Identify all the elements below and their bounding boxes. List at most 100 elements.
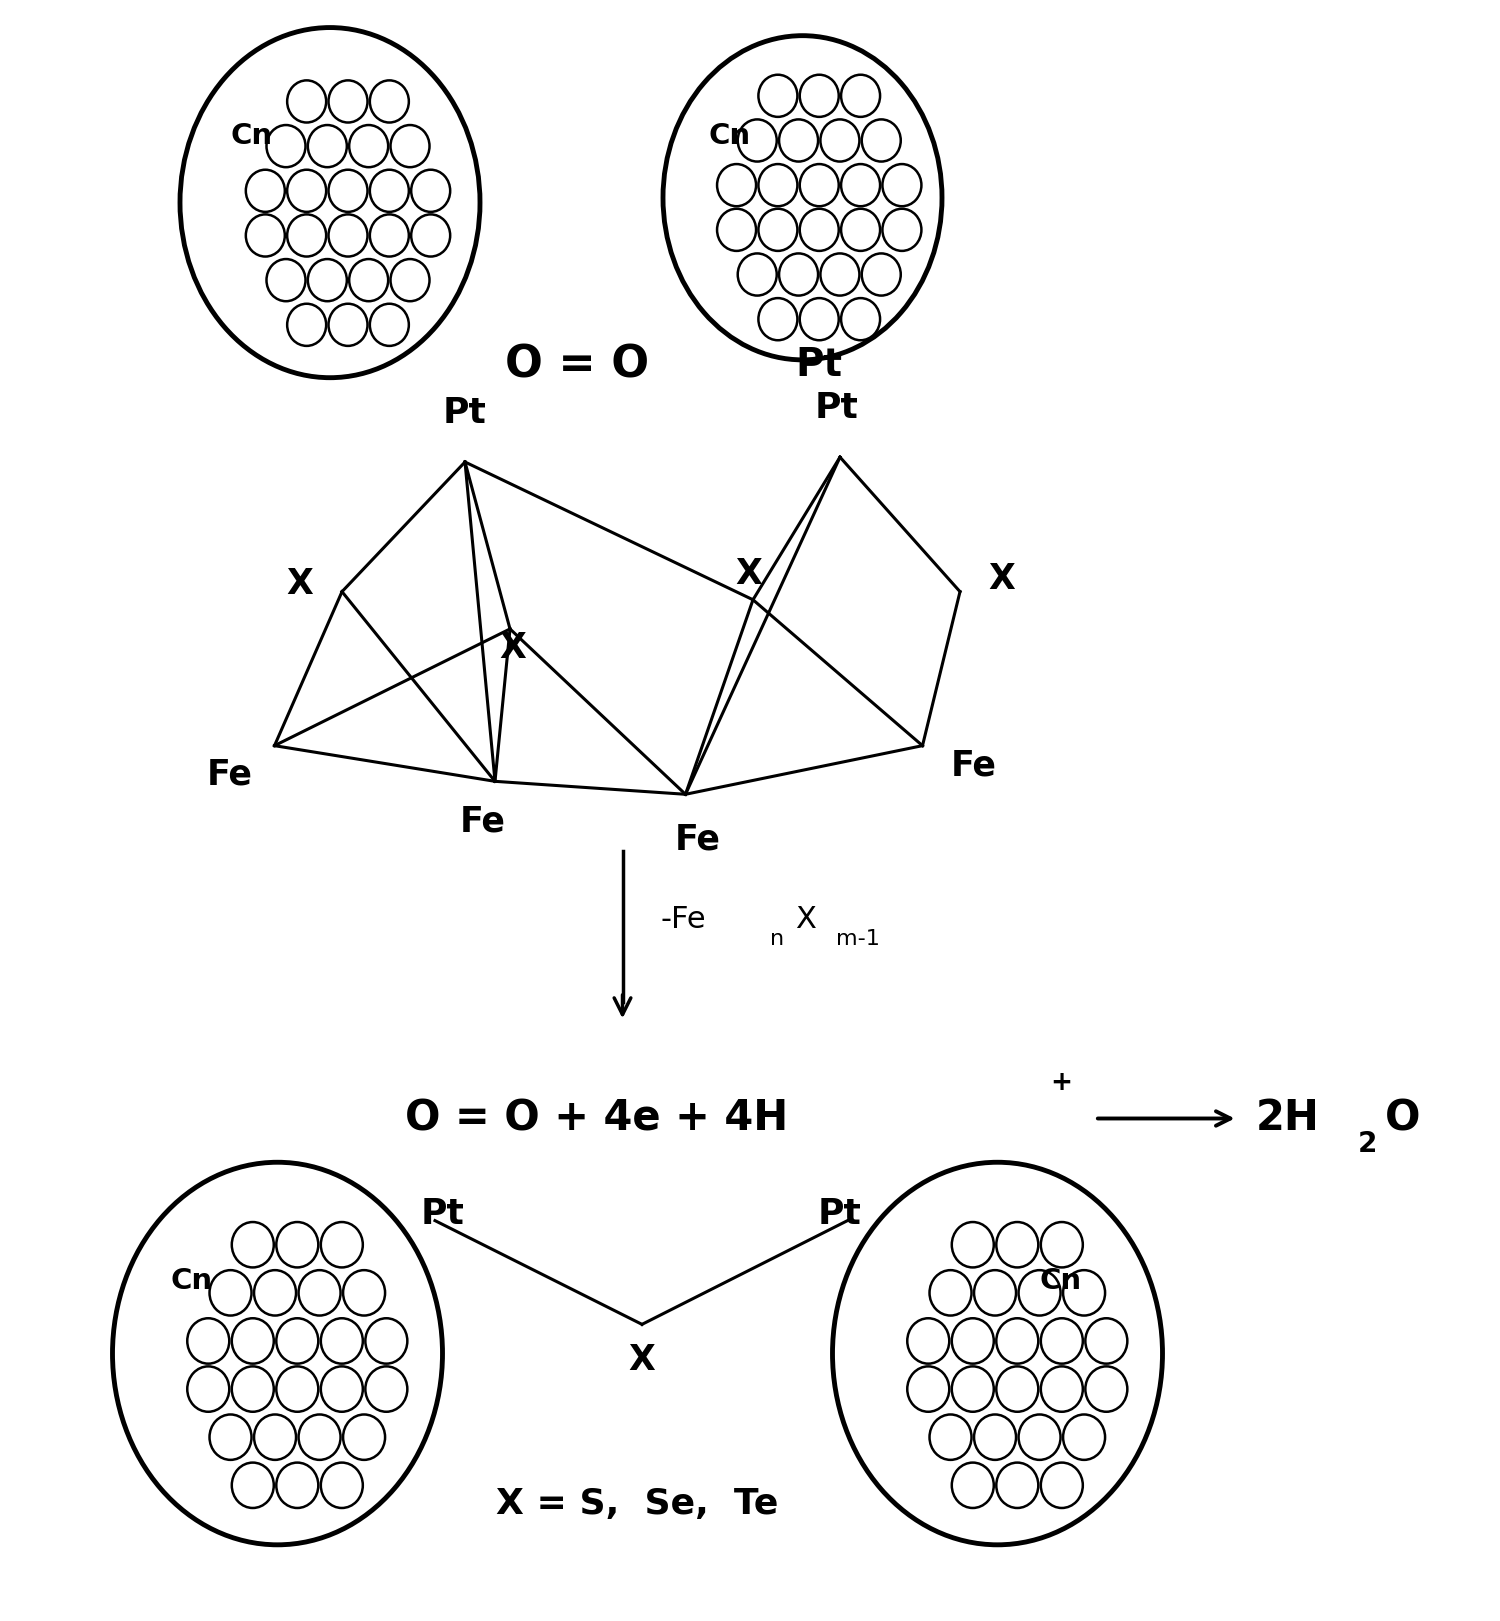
Text: Fe: Fe: [675, 823, 720, 856]
Circle shape: [298, 1271, 340, 1316]
Circle shape: [276, 1318, 318, 1363]
Circle shape: [952, 1367, 994, 1412]
Circle shape: [390, 259, 429, 302]
Text: O: O: [1384, 1097, 1420, 1140]
Circle shape: [286, 81, 326, 123]
Circle shape: [232, 1222, 274, 1268]
Circle shape: [717, 209, 756, 251]
Circle shape: [759, 75, 798, 117]
Circle shape: [738, 120, 777, 162]
Circle shape: [286, 170, 326, 212]
Circle shape: [1041, 1222, 1083, 1268]
Circle shape: [842, 164, 880, 206]
Circle shape: [350, 125, 388, 167]
Circle shape: [298, 1415, 340, 1461]
Circle shape: [308, 259, 347, 302]
Circle shape: [210, 1271, 252, 1316]
Circle shape: [1019, 1271, 1060, 1316]
Circle shape: [344, 1415, 386, 1461]
Circle shape: [276, 1367, 318, 1412]
Circle shape: [1064, 1271, 1106, 1316]
Circle shape: [861, 120, 900, 162]
Circle shape: [717, 164, 756, 206]
Circle shape: [276, 1462, 318, 1508]
Text: Cn: Cn: [171, 1268, 213, 1295]
Text: X: X: [500, 632, 526, 665]
Text: n: n: [770, 929, 783, 950]
Circle shape: [882, 164, 921, 206]
Circle shape: [1041, 1462, 1083, 1508]
Text: 2: 2: [1358, 1130, 1377, 1159]
Text: Fe: Fe: [207, 759, 252, 791]
Circle shape: [821, 120, 860, 162]
Circle shape: [286, 214, 326, 256]
Circle shape: [210, 1415, 252, 1461]
Circle shape: [366, 1367, 408, 1412]
Circle shape: [328, 170, 368, 212]
Circle shape: [1086, 1367, 1128, 1412]
Circle shape: [996, 1318, 1038, 1363]
Circle shape: [267, 125, 306, 167]
Text: Cn: Cn: [710, 122, 752, 151]
Circle shape: [246, 214, 285, 256]
Circle shape: [390, 125, 429, 167]
Text: Fe: Fe: [460, 806, 506, 838]
Circle shape: [411, 214, 450, 256]
Text: Pt: Pt: [818, 1198, 862, 1230]
Circle shape: [1019, 1415, 1060, 1461]
Circle shape: [276, 1222, 318, 1268]
Text: O = O + 4e + 4H: O = O + 4e + 4H: [405, 1097, 789, 1140]
Text: Pt: Pt: [442, 396, 488, 430]
Circle shape: [188, 1318, 230, 1363]
Circle shape: [778, 120, 818, 162]
Circle shape: [328, 303, 368, 345]
Text: +: +: [1050, 1070, 1072, 1096]
Text: Fe: Fe: [951, 749, 996, 781]
Circle shape: [952, 1222, 994, 1268]
Circle shape: [308, 125, 347, 167]
Circle shape: [254, 1271, 296, 1316]
Circle shape: [778, 253, 818, 295]
Circle shape: [930, 1271, 972, 1316]
Circle shape: [759, 164, 798, 206]
Circle shape: [232, 1318, 274, 1363]
Circle shape: [800, 209, 838, 251]
Circle shape: [882, 209, 921, 251]
Text: m-1: m-1: [836, 929, 879, 950]
Text: X: X: [735, 558, 762, 590]
Text: -Fe: -Fe: [660, 906, 705, 934]
Text: X = S,  Se,  Te: X = S, Se, Te: [496, 1488, 778, 1520]
Circle shape: [188, 1367, 230, 1412]
Circle shape: [759, 298, 798, 340]
Circle shape: [350, 259, 388, 302]
Circle shape: [370, 214, 410, 256]
Circle shape: [996, 1222, 1038, 1268]
Circle shape: [800, 75, 838, 117]
Circle shape: [908, 1318, 950, 1363]
Circle shape: [800, 298, 838, 340]
Circle shape: [286, 303, 326, 345]
Circle shape: [321, 1318, 363, 1363]
Circle shape: [1041, 1367, 1083, 1412]
Circle shape: [328, 214, 368, 256]
Circle shape: [232, 1367, 274, 1412]
Text: Pt: Pt: [815, 391, 860, 425]
Circle shape: [254, 1415, 296, 1461]
Circle shape: [232, 1462, 274, 1508]
Circle shape: [1041, 1318, 1083, 1363]
Circle shape: [996, 1367, 1038, 1412]
Text: Cn: Cn: [231, 122, 273, 151]
Circle shape: [267, 259, 306, 302]
Circle shape: [370, 303, 410, 345]
Text: Cn: Cn: [1040, 1268, 1082, 1295]
Circle shape: [930, 1415, 972, 1461]
Text: O = O: O = O: [506, 344, 650, 386]
Circle shape: [321, 1367, 363, 1412]
Circle shape: [370, 170, 410, 212]
Circle shape: [908, 1367, 950, 1412]
Circle shape: [328, 81, 368, 123]
Text: X: X: [286, 567, 314, 600]
Circle shape: [842, 298, 880, 340]
Circle shape: [821, 253, 860, 295]
Text: X: X: [628, 1344, 656, 1376]
